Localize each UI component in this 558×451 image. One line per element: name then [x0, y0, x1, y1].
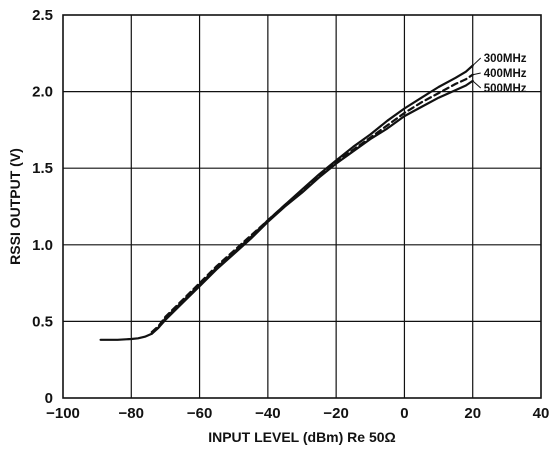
series-line-300mhz: [99, 64, 474, 341]
series-lines: [99, 64, 474, 341]
series-label-500mhz: 500MHz: [484, 83, 527, 95]
series-labels: 300MHz 400MHz 500MHz: [472, 53, 527, 95]
x-tick-label: −40: [255, 405, 280, 422]
plot-frame: [62, 14, 542, 399]
y-tick-label: 2.0: [32, 84, 53, 101]
series-label-300mhz: 300MHz: [484, 53, 527, 65]
x-tick-label: −60: [187, 405, 212, 422]
x-tick-label: 0: [400, 405, 408, 422]
x-tick-label: 20: [464, 405, 481, 422]
x-tick-labels: −100 −80 −60 −40 −20 0 20 40: [46, 405, 549, 422]
series-label-leader: [472, 57, 482, 66]
y-tick-label: 1.0: [32, 237, 53, 254]
y-tick-label: 0: [45, 390, 53, 407]
x-tick-label: 40: [533, 405, 550, 422]
series-line-400mhz: [150, 73, 474, 334]
x-tick-label: −80: [119, 405, 144, 422]
x-tick-label: −20: [323, 405, 348, 422]
x-tick-label: −100: [46, 405, 80, 422]
series-label-leader: [472, 80, 482, 89]
series-label-leader: [472, 72, 481, 76]
series-label-400mhz: 400MHz: [484, 68, 527, 80]
y-tick-label: 0.5: [32, 313, 53, 330]
x-axis-label: INPUT LEVEL (dBm) Re 50Ω: [208, 429, 396, 445]
y-tick-label: 2.5: [32, 7, 53, 24]
series-line-500mhz: [150, 79, 474, 335]
grid-lines: [63, 15, 541, 398]
y-tick-label: 1.5: [32, 160, 53, 177]
y-tick-labels: 0 0.5 1.0 1.5 2.0 2.5: [32, 7, 53, 407]
y-axis-label: RSSI OUTPUT (V): [7, 148, 23, 265]
